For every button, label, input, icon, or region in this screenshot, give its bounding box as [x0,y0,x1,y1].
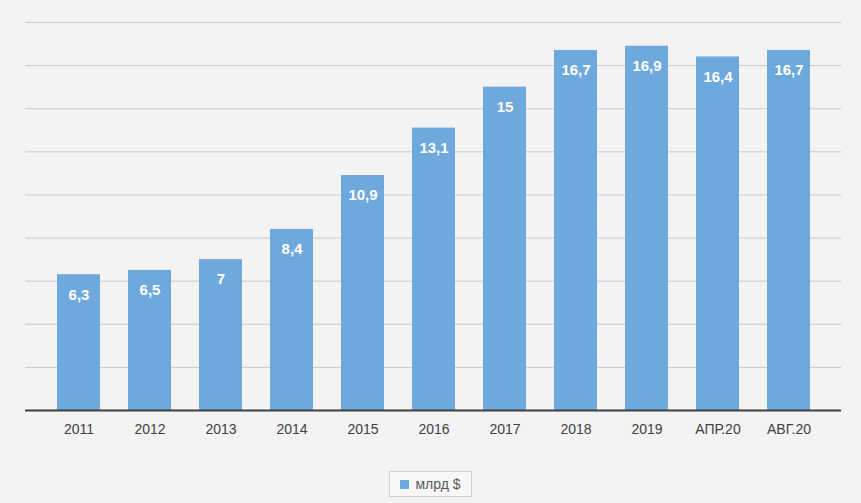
svg-text:7: 7 [217,270,225,287]
svg-text:2011: 2011 [64,421,94,437]
svg-text:16,7: 16,7 [561,61,590,78]
html-text:млрд $: млрд $ [415,476,461,492]
svg-text:6,3: 6,3 [69,286,90,303]
svg-text:2012: 2012 [134,421,165,437]
svg-text:АПР.20: АПР.20 [695,421,741,437]
svg-text:10,9: 10,9 [348,186,377,203]
svg-text:16,7: 16,7 [774,61,803,78]
svg-text:8,4: 8,4 [282,240,304,257]
svg-text:2019: 2019 [631,421,662,437]
svg-text:2013: 2013 [205,421,236,437]
svg-text:АВГ.20: АВГ.20 [767,421,811,437]
svg-text:2015: 2015 [347,421,378,437]
svg-text:2016: 2016 [418,421,449,437]
svg-text:6,5: 6,5 [140,281,161,298]
svg-text:2014: 2014 [276,421,307,437]
svg-text:16,4: 16,4 [703,68,733,85]
svg-text:2017: 2017 [489,421,520,437]
svg-text:16,9: 16,9 [632,57,661,74]
svg-text:13,1: 13,1 [419,139,448,156]
svg-text:2018: 2018 [560,421,591,437]
svg-text:15: 15 [497,98,514,115]
